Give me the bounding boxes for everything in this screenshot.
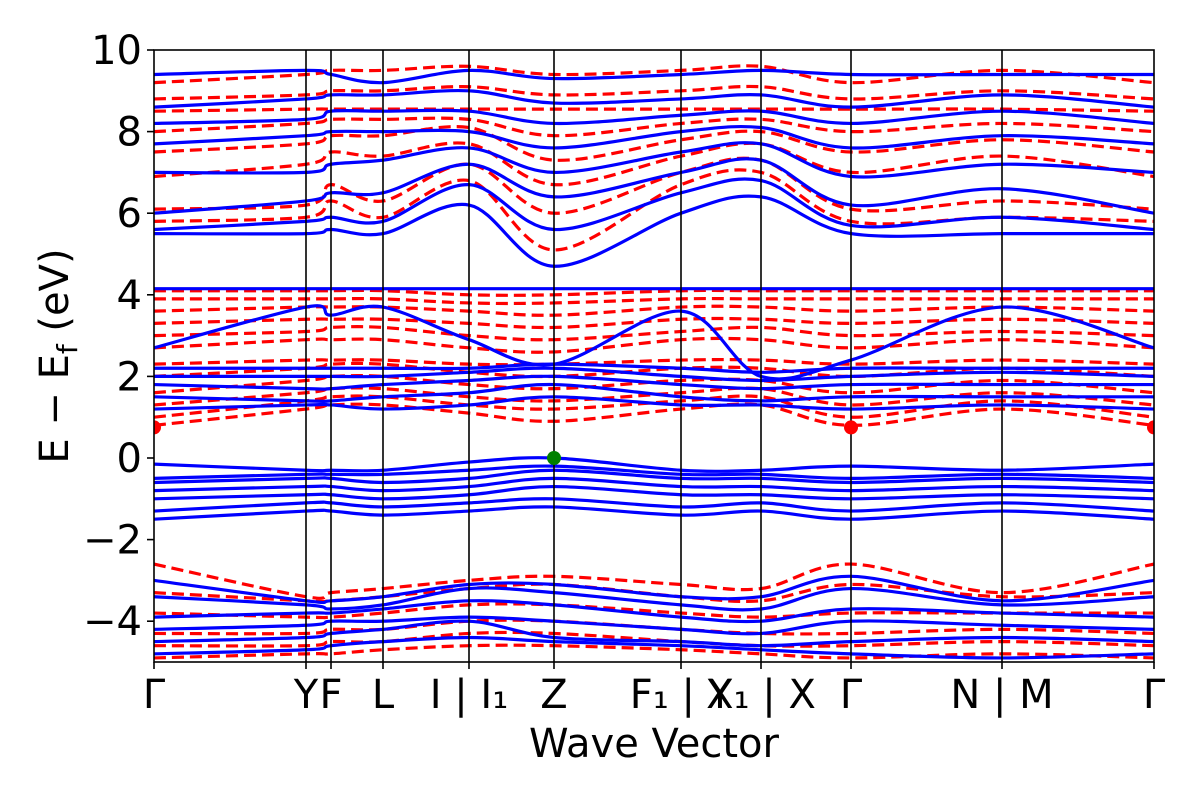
x-tick-label-9: N | M <box>950 672 1053 718</box>
dashed-band-line-20 <box>154 141 1154 187</box>
solid-band-line-1 <box>154 619 1154 648</box>
solid-band-line-4 <box>154 586 1154 612</box>
dashed-band-line-16 <box>154 296 1154 306</box>
solid-band-line-20 <box>154 194 1154 268</box>
bands-layer <box>154 64 1154 660</box>
solid-band-line-10 <box>154 468 1154 485</box>
x-tick-label-4: I | I₁ <box>430 672 509 718</box>
dashed-band-line-17 <box>154 288 1154 297</box>
extremum-marker-1 <box>844 420 858 435</box>
x-tick-label-1: Y <box>293 672 319 718</box>
solid-band-line-16 <box>154 366 1154 383</box>
dashed-band-line-2 <box>154 618 1154 636</box>
y-tick-label-6: −2 <box>83 518 142 564</box>
dashed-band-line-12 <box>154 336 1154 354</box>
x-tick-label-10: Γ <box>1143 672 1166 718</box>
dashed-band-line-24 <box>154 84 1154 101</box>
plot-frame <box>153 49 1155 663</box>
dashed-band-line-10 <box>154 361 1154 379</box>
dashed-band-line-1 <box>154 630 1154 648</box>
solid-band-line-15 <box>154 374 1154 391</box>
solid-band-line-2 <box>154 615 1154 636</box>
dashed-band-line-11 <box>154 357 1154 367</box>
extremum-marker-2 <box>1147 420 1154 435</box>
dashed-band-line-13 <box>154 325 1154 342</box>
x-tick-label-3: L <box>372 672 395 718</box>
y-axis-label-unit: (eV) <box>32 248 78 344</box>
solid-band-line-5 <box>154 574 1154 605</box>
y-tick-label-3: 4 <box>117 273 142 319</box>
solid-band-line-7 <box>154 497 1154 513</box>
solid-band-line-0 <box>154 635 1154 660</box>
x-tick-label-0: Γ <box>143 672 166 718</box>
solid-band-line-12 <box>154 456 1154 473</box>
solid-band-line-11 <box>154 464 1154 480</box>
x-tick-label-2: F <box>319 672 342 718</box>
dashed-band-line-19 <box>154 156 1154 215</box>
dashed-band-line-3 <box>154 602 1154 620</box>
dashed-band-line-0 <box>154 643 1154 660</box>
y-tick-label-2: 6 <box>117 191 142 237</box>
dashed-band-line-21 <box>154 125 1154 162</box>
y-axis: 10 8 6 4 2 0 −2 −4 <box>83 28 154 645</box>
solid-band-line-17 <box>154 362 1154 374</box>
y-tick-label-4: 2 <box>117 354 142 400</box>
solid-band-line-24 <box>154 124 1154 150</box>
extremum-marker-3 <box>547 451 561 465</box>
dashed-band-line-5 <box>154 562 1154 600</box>
extremum-marker-0 <box>154 420 161 435</box>
dashed-band-line-14 <box>154 316 1154 330</box>
solid-band-line-25 <box>154 108 1154 126</box>
solid-band-line-22 <box>154 157 1154 215</box>
solid-band-line-3 <box>154 599 1154 624</box>
solid-band-line-18 <box>154 304 1154 381</box>
dashed-band-line-22 <box>154 116 1154 138</box>
y-tick-label-7: −4 <box>83 599 142 645</box>
solid-band-line-27 <box>154 68 1154 85</box>
y-axis-label: E − Ef (eV) <box>32 248 84 463</box>
solid-band-line-13 <box>154 395 1154 411</box>
marker-layer <box>154 420 1154 465</box>
y-tick-label-1: 8 <box>117 110 142 156</box>
x-tick-label-6: F₁ | Y <box>630 672 733 718</box>
solid-band-line-8 <box>154 484 1154 501</box>
solid-band-line-26 <box>154 88 1154 109</box>
y-tick-label-0: 10 <box>91 28 142 74</box>
solid-band-line-6 <box>154 505 1154 521</box>
y-axis-label-main: E − E <box>32 354 78 464</box>
solid-band-line-21 <box>154 177 1154 232</box>
solid-band-line-14 <box>154 382 1154 403</box>
y-axis-label-subscript: f <box>51 343 84 354</box>
y-tick-label-5: 0 <box>117 436 142 482</box>
x-tick-label-8: Γ <box>840 672 863 718</box>
dashed-band-line-6 <box>154 402 1154 427</box>
dashed-band-line-23 <box>154 107 1154 113</box>
x-tick-label-7: X₁ | X <box>706 672 816 718</box>
x-tick-label-5: Z <box>540 672 567 718</box>
solid-band-line-9 <box>154 476 1154 493</box>
solid-band-line-23 <box>154 141 1154 179</box>
kpoint-lines <box>305 50 1003 662</box>
x-axis-label: Wave Vector <box>529 721 780 767</box>
